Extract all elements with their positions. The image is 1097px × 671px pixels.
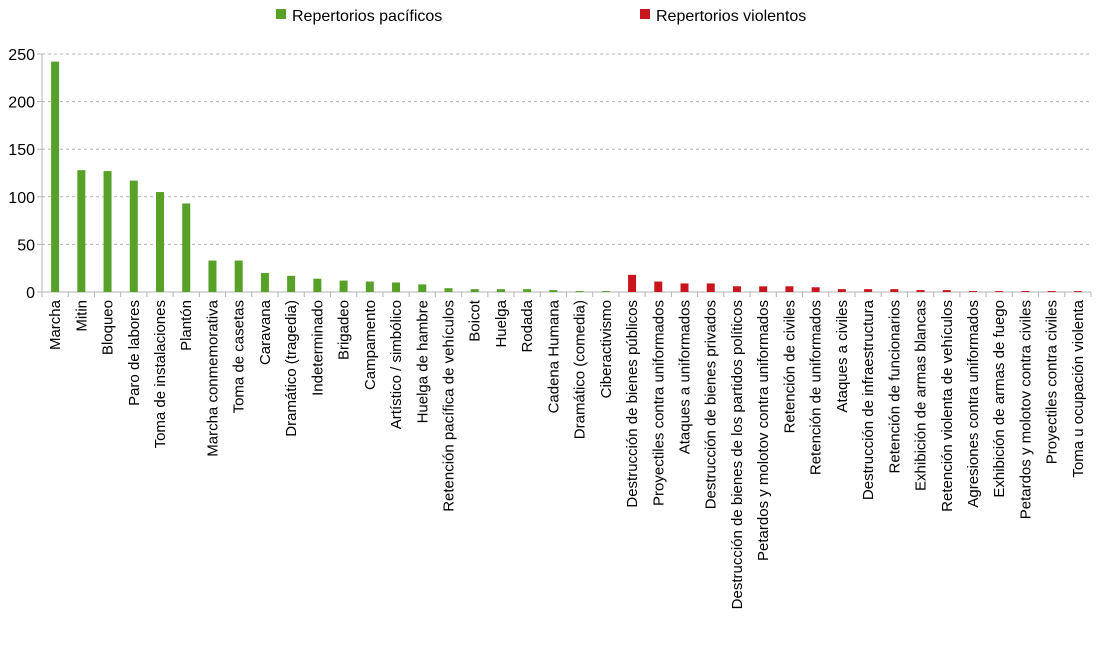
bar — [313, 278, 322, 292]
bar — [392, 282, 401, 292]
bar — [732, 286, 741, 292]
bar — [496, 289, 505, 292]
x-tick-label: Toma u ocupación violenta — [1070, 299, 1087, 477]
x-tick-label: Exhibición de armas blancas — [913, 300, 930, 491]
bar — [365, 281, 374, 292]
bar — [51, 61, 60, 293]
x-tick-label: Petardos y molotov contra civiles — [1017, 300, 1034, 519]
bar — [837, 289, 846, 292]
legend-label-pacificos: Repertorios pacíficos — [292, 8, 442, 25]
x-tick-label: Indeterminado — [309, 300, 326, 396]
bar — [1021, 291, 1030, 292]
x-tick-label: Destrucción de infraestructura — [860, 299, 877, 500]
y-tick-label: 50 — [17, 237, 35, 254]
x-tick-label: Brigadeo — [336, 300, 353, 360]
bar — [968, 291, 977, 292]
bar — [811, 287, 820, 292]
y-tick-label: 0 — [26, 285, 35, 302]
x-tick-label: Boicot — [467, 299, 484, 342]
bar — [339, 280, 348, 292]
x-tick-label: Rodada — [519, 299, 536, 352]
x-tick-label: Bloqueo — [100, 300, 117, 355]
bar — [706, 283, 715, 292]
legend-swatch-violentos — [640, 9, 650, 19]
x-tick-label: Campamento — [362, 300, 379, 390]
bar — [628, 274, 637, 292]
bar — [942, 290, 951, 292]
x-tick-label: Toma de instalaciones — [152, 300, 169, 448]
x-tick-label: Caravana — [257, 299, 274, 365]
bar — [129, 180, 138, 292]
x-tick-label: Plantón — [178, 300, 195, 351]
y-axis-ticks: 0 50 100 150 200 250 — [8, 47, 1091, 302]
x-tick-label: Paro de labores — [126, 300, 143, 406]
bar — [1073, 291, 1082, 292]
x-tick-label: Cadena Humana — [545, 299, 562, 413]
bar — [208, 260, 217, 292]
bar — [890, 289, 899, 292]
bar — [418, 284, 427, 292]
bar — [156, 192, 165, 292]
x-tick-label: Proyectiles contra civiles — [1044, 300, 1061, 464]
bar — [523, 289, 532, 292]
bar — [785, 286, 794, 292]
bar — [995, 291, 1004, 292]
x-tick-label: Marcha — [47, 299, 64, 350]
x-tick-label: Huelga — [493, 299, 510, 347]
x-tick-label: Ataques a civiles — [834, 300, 851, 413]
x-tick-label: Dramático (comedia) — [572, 300, 589, 439]
x-tick-label: Retención pacífica de vehículos — [440, 300, 457, 512]
bar — [234, 260, 243, 292]
x-tick-label: Destrucción de bienes públicos — [624, 300, 641, 508]
legend: Repertorios pacíficos Repertorios violen… — [276, 8, 806, 25]
bar — [287, 275, 296, 292]
y-tick-label: 200 — [8, 95, 35, 112]
bar — [680, 283, 689, 292]
x-tick-label: Retención violenta de vehículos — [939, 300, 956, 512]
bar — [759, 286, 768, 292]
y-tick-label: 100 — [8, 190, 35, 207]
bar — [77, 170, 86, 292]
bar — [916, 290, 925, 292]
y-tick-label: 250 — [8, 47, 35, 64]
x-tick-label: Destrucción de bienes de los partidos po… — [729, 300, 746, 609]
bar — [1047, 291, 1056, 292]
bar — [260, 272, 269, 292]
bars — [51, 61, 1082, 293]
x-tick-label: Toma de casetas — [231, 300, 248, 413]
x-tick-label: Marcha conmemorativa — [204, 299, 221, 456]
bar — [864, 289, 873, 292]
bar — [444, 288, 453, 292]
x-tick-label: Agresiones contra uniformados — [965, 300, 982, 508]
gridlines — [42, 53, 1091, 245]
bar — [575, 291, 584, 292]
x-tick-label: Retención de uniformados — [808, 300, 825, 475]
x-tick-label: Ciberactivismo — [598, 300, 615, 398]
x-tick-label: Dramático (tragedia) — [283, 300, 300, 437]
bar — [654, 281, 663, 292]
y-tick-label: 150 — [8, 142, 35, 159]
x-axis-ticks: Marcha Mitin Bloqueo Paro de labores Toma de… — [47, 292, 1092, 609]
x-tick-label: Petardos y molotov contra uniformados — [755, 300, 772, 561]
x-tick-label: Proyectiles contra uniformados — [650, 300, 667, 506]
x-tick-label: Retención de funcionarios — [886, 300, 903, 473]
x-tick-label: Ataques a uniformados — [677, 300, 694, 454]
legend-label-violentos: Repertorios violentos — [656, 8, 806, 25]
bar — [182, 203, 191, 292]
x-tick-label: Huelga de hambre — [414, 300, 431, 423]
x-tick-label: Destrucción de bienes privados — [703, 300, 720, 509]
bar — [601, 291, 610, 292]
x-tick-label: Retención de civiles — [781, 300, 798, 433]
legend-swatch-pacificos — [276, 9, 286, 19]
x-tick-label: Mitin — [73, 300, 90, 332]
x-tick-label: Artístico / simbólico — [388, 300, 405, 429]
x-tick-label: Exhibición de armas de fuego — [991, 300, 1008, 498]
bar — [470, 289, 479, 292]
bar — [549, 290, 558, 292]
bar — [103, 171, 112, 292]
